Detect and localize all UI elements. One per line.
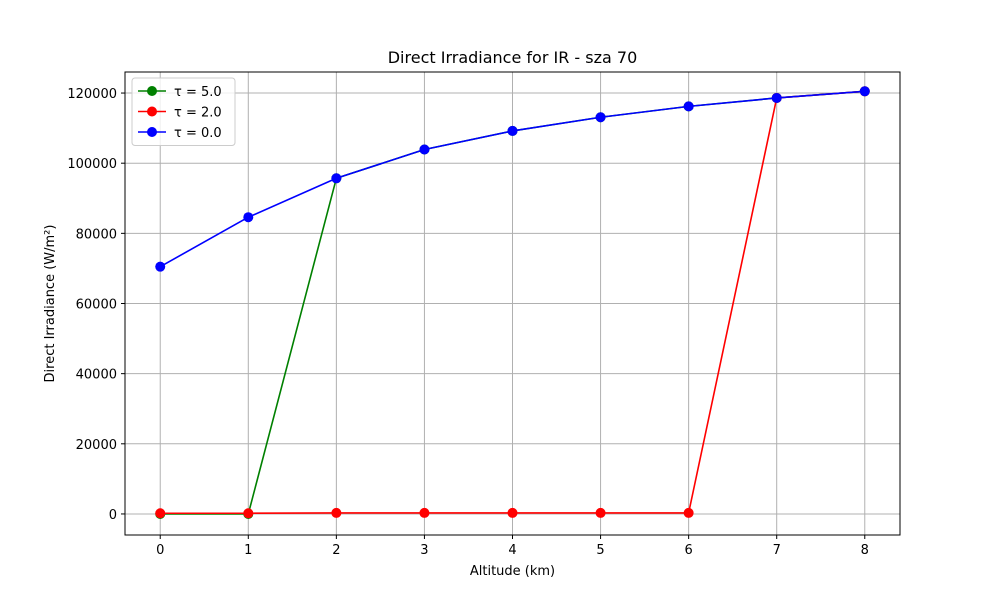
x-tick-label: 1 <box>244 543 252 558</box>
grid-layer <box>125 72 900 535</box>
y-tick-label: 80000 <box>76 227 117 242</box>
data-point <box>243 508 254 519</box>
data-point <box>155 261 166 272</box>
x-tick-label: 6 <box>684 543 692 558</box>
legend-entry: τ = 5.0 <box>138 85 222 100</box>
data-point <box>419 507 430 518</box>
x-tick-label: 7 <box>773 543 781 558</box>
series-layer <box>155 86 870 519</box>
data-point <box>419 144 430 155</box>
legend-marker <box>147 86 157 96</box>
y-tick-label: 20000 <box>76 438 117 453</box>
x-tick-label: 5 <box>596 543 604 558</box>
y-tick-label: 60000 <box>76 298 117 313</box>
legend-label: τ = 0.0 <box>174 126 222 141</box>
y-tick-label: 40000 <box>76 368 117 383</box>
data-point <box>859 86 870 97</box>
data-point <box>771 92 782 103</box>
data-point <box>595 507 606 518</box>
x-tick-label: 3 <box>420 543 428 558</box>
tick-layer: 0 1 2 3 4 5 6 7 8 0 20000 40000 60000 80000 100000 1200… <box>67 87 869 558</box>
x-tick-label: 0 <box>156 543 164 558</box>
series-group <box>155 86 870 272</box>
y-tick-label: 100000 <box>67 157 117 172</box>
legend-marker <box>147 127 157 137</box>
data-point <box>507 125 518 136</box>
legend-entry: τ = 2.0 <box>138 106 222 121</box>
data-point <box>507 507 518 518</box>
y-tick-label: 120000 <box>67 87 117 102</box>
y-tick-label: 0 <box>109 508 117 523</box>
legend-box <box>131 77 236 146</box>
x-tick-label: 2 <box>332 543 340 558</box>
legend-marker <box>147 106 157 117</box>
y-axis-label: Direct Irradiance (W/m²) <box>43 225 58 383</box>
legend: τ = 5.0 τ = 2.0 τ = 0.0 <box>131 77 236 146</box>
legend-label: τ = 5.0 <box>174 85 222 100</box>
data-point <box>595 112 606 123</box>
chart-title: Direct Irradiance for IR - sza 70 <box>388 48 638 67</box>
x-tick-label: 8 <box>861 543 869 558</box>
data-point <box>683 507 694 518</box>
data-point <box>155 508 166 519</box>
x-tick-label: 4 <box>508 543 516 558</box>
data-point <box>683 101 694 112</box>
data-point <box>331 173 342 184</box>
legend-entry: τ = 0.0 <box>138 126 222 141</box>
data-point <box>243 212 254 223</box>
x-axis-label: Altitude (km) <box>470 564 555 579</box>
legend-label: τ = 2.0 <box>174 106 222 121</box>
data-point <box>331 507 342 518</box>
